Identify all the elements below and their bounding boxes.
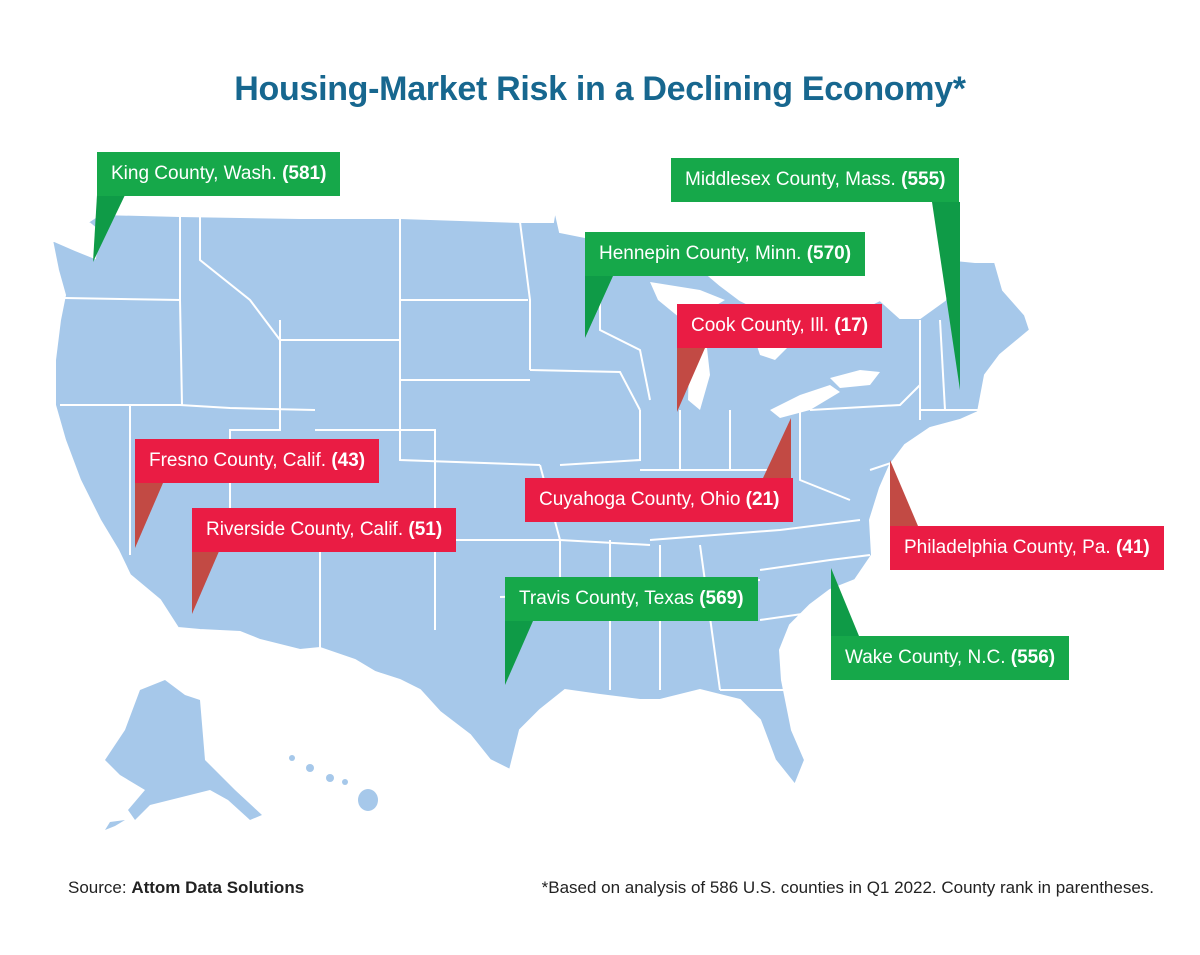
callout-philadelphia-county: Philadelphia County, Pa. (41) (890, 526, 1164, 570)
callout-county: Wake County, N.C. (845, 647, 1006, 668)
callout-wake-county: Wake County, N.C. (556) (831, 636, 1070, 680)
source-name: Attom Data Solutions (131, 878, 305, 897)
callout-cuyahoga-county: Cuyahoga County, Ohio (21) (525, 478, 794, 522)
pointer-wake (831, 568, 859, 636)
pointer-middlesex (932, 202, 960, 390)
footnote: *Based on analysis of 586 U.S. counties … (541, 878, 1154, 897)
callout-county: King County, Wash. (111, 163, 277, 184)
aleutian-islands (105, 820, 125, 830)
hawaii-shape (289, 755, 378, 811)
callout-rank: (51) (408, 519, 443, 540)
source-label: Source: (68, 878, 127, 897)
callout-pointers (93, 195, 960, 685)
pointer-travis (505, 621, 533, 685)
callout-middlesex-county: Middlesex County, Mass. (555) (671, 158, 960, 202)
callout-county: Travis County, Texas (519, 588, 694, 609)
pointer-king (93, 195, 125, 262)
pointer-riverside (192, 549, 220, 614)
callout-hennepin-county: Hennepin County, Minn. (570) (585, 232, 866, 276)
map-title: Housing-Market Risk in a Declining Econo… (234, 70, 966, 108)
callout-rank: (581) (282, 163, 327, 184)
callout-rank: (569) (699, 588, 744, 609)
callout-rank: (17) (834, 315, 869, 336)
callout-king-county: King County, Wash. (581) (97, 152, 341, 196)
callout-county: Hennepin County, Minn. (599, 243, 802, 264)
callout-fresno-county: Fresno County, Calif. (43) (135, 439, 380, 483)
callout-county: Fresno County, Calif. (149, 450, 327, 471)
callout-rank: (570) (806, 243, 852, 264)
callout-county: Middlesex County, Mass. (685, 169, 896, 190)
pointer-fresno (135, 483, 163, 548)
great-lakes (650, 282, 880, 418)
pointer-cook (677, 348, 705, 412)
callout-county: Philadelphia County, Pa. (904, 537, 1111, 558)
callout-rank: (43) (331, 450, 366, 471)
callout-rank: (41) (1115, 537, 1150, 558)
callout-cook-county: Cook County, Ill. (17) (677, 304, 883, 348)
callout-rank: (21) (745, 489, 780, 510)
source-credit: Source: Attom Data Solutions (68, 878, 304, 898)
callout-county: Cuyahoga County, Ohio (539, 489, 741, 510)
pointer-philadelphia (890, 460, 918, 526)
pointer-hennepin (585, 276, 613, 338)
pointer-cuyahoga (763, 418, 791, 478)
alaska-shape (105, 680, 262, 820)
callout-county: Riverside County, Calif. (206, 519, 404, 540)
callout-rank: (555) (901, 169, 946, 190)
callout-travis-county: Travis County, Texas (569) (505, 577, 758, 621)
callout-riverside-county: Riverside County, Calif. (51) (192, 508, 457, 552)
callout-rank: (556) (1010, 647, 1056, 668)
callout-county: Cook County, Ill. (691, 315, 829, 336)
